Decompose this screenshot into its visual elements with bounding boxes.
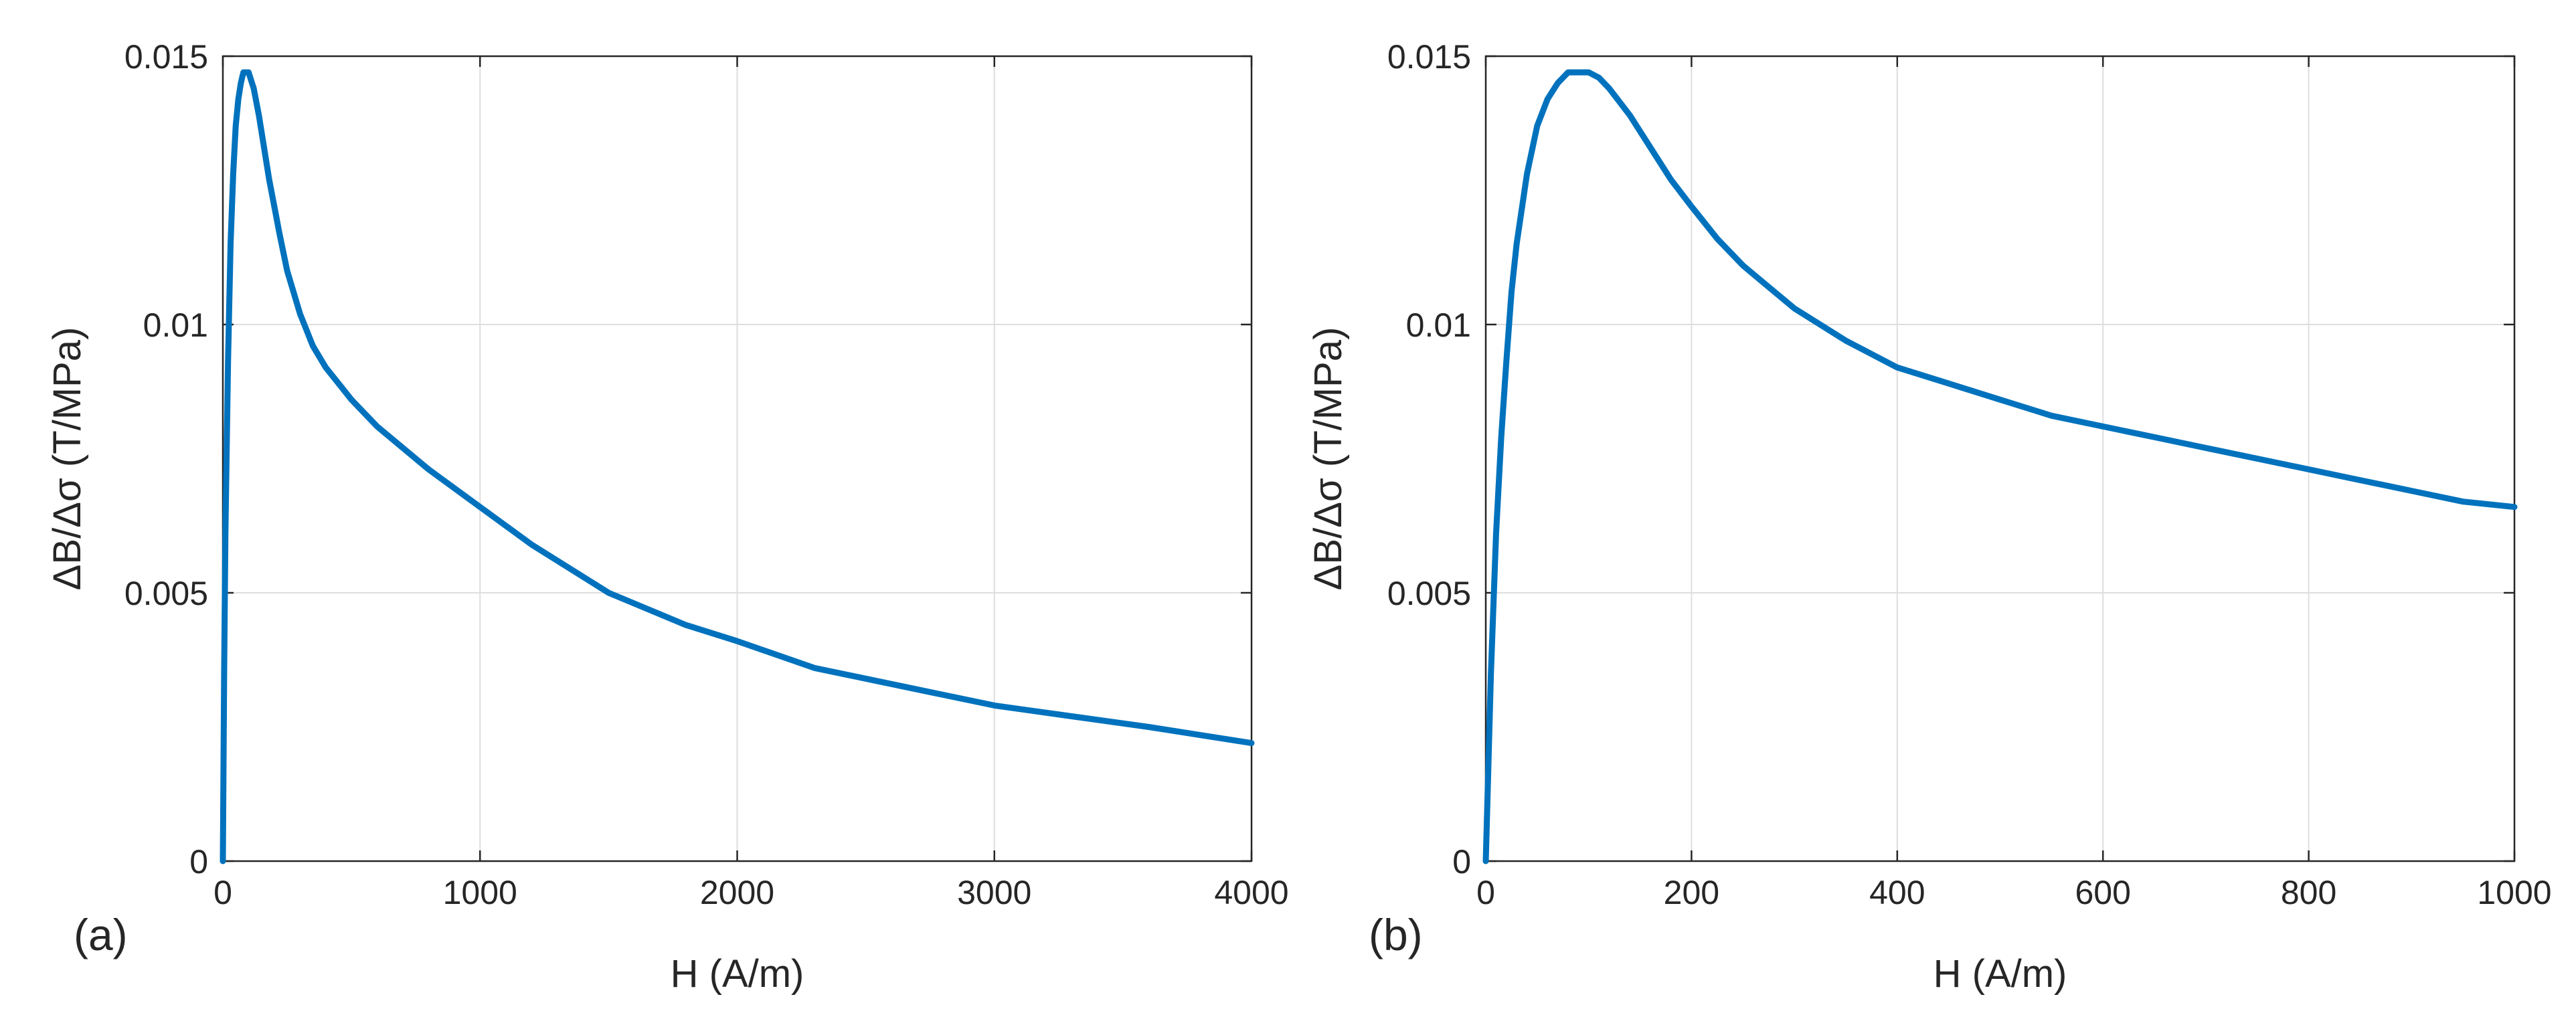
x-axis-label: H (A/m): [1934, 952, 2067, 996]
y-tick-label: 0.01: [1406, 306, 1471, 344]
x-tick-label: 800: [2281, 874, 2336, 911]
panel-label: (a): [74, 910, 128, 959]
y-tick-label: 0.005: [124, 575, 208, 612]
y-axis-label: ΔB/Δσ (T/MPa): [1306, 327, 1350, 591]
x-tick-label: 4000: [1214, 874, 1288, 911]
panel-label: (b): [1369, 910, 1423, 959]
y-tick-label: 0: [1452, 843, 1471, 881]
x-axis-label: H (A/m): [671, 952, 804, 996]
y-tick-label: 0.015: [124, 38, 208, 76]
panel-a: 0 1000 2000 3000 4000 0 0.005 0.01 0.015 H (A/m) Δ…: [46, 38, 1289, 996]
x-tick-label: 0: [1476, 874, 1495, 911]
series-line: [1482, 69, 2518, 864]
panel-b: 0 200 400 600 800 1000 0 0.005 0.01 0.015 H (A/m) Δ…: [1306, 38, 2552, 996]
x-tick-label: 1000: [2477, 874, 2551, 911]
x-tick-label: 2000: [700, 874, 774, 911]
x-tick-label: 200: [1664, 874, 1719, 911]
y-tick-label: 0.015: [1387, 38, 1471, 76]
y-tick-label: 0.005: [1387, 575, 1471, 612]
series-line: [220, 69, 1255, 864]
y-tick-label: 0.01: [143, 306, 208, 344]
plot-area: [1486, 56, 2514, 861]
x-tick-label: 0: [213, 874, 232, 911]
axes-frame: [1484, 55, 2516, 862]
x-tick-label: 400: [1869, 874, 1925, 911]
x-tick-label: 1000: [443, 874, 517, 911]
y-tick-label: 0: [189, 843, 208, 881]
y-axis-label: ΔB/Δσ (T/MPa): [46, 327, 89, 591]
x-tick-label: 600: [2075, 874, 2130, 911]
x-tick-label: 3000: [957, 874, 1031, 911]
